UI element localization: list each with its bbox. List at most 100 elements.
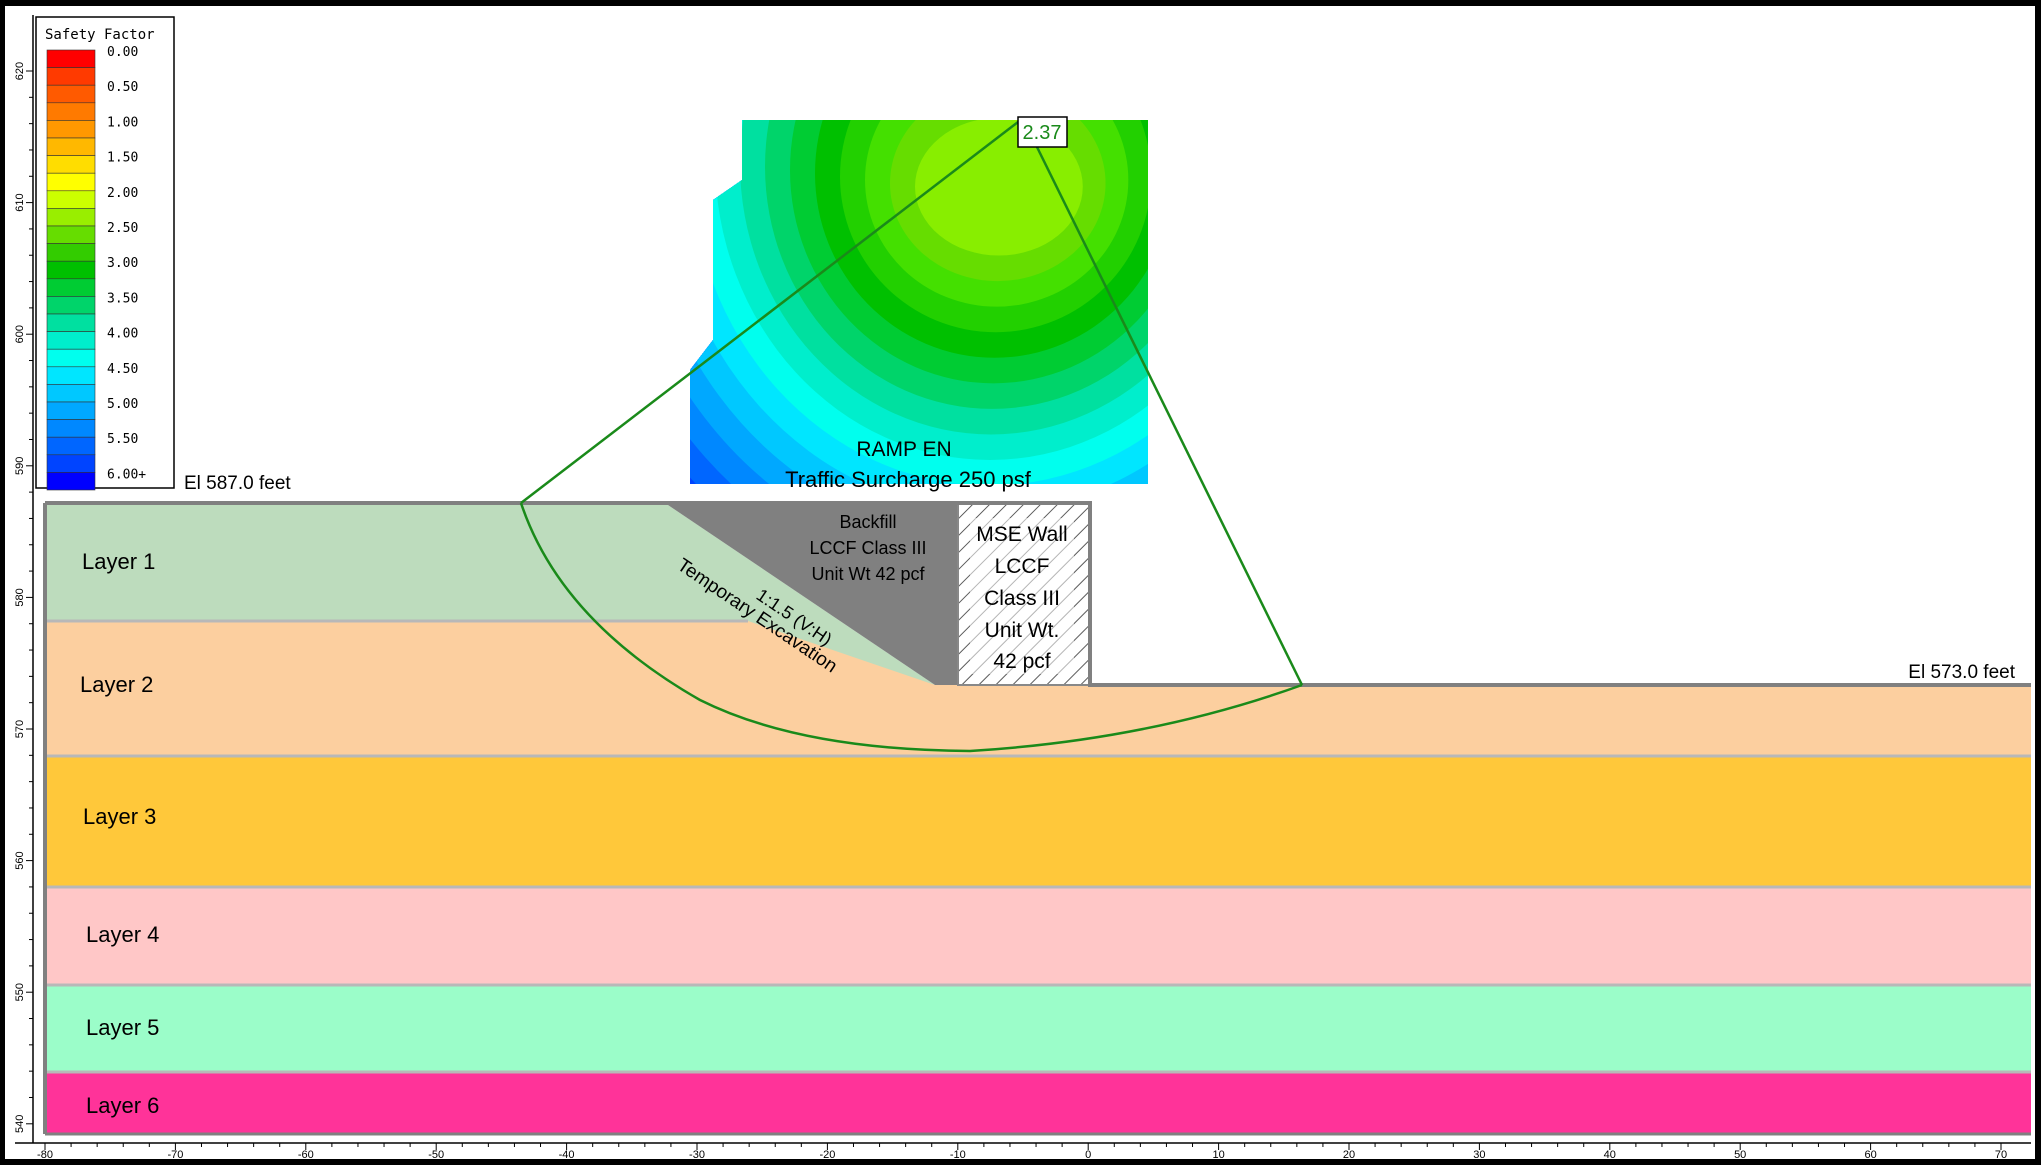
x-tick-label: -50 [428, 1149, 444, 1161]
legend-label: 2.00 [107, 186, 138, 201]
legend-swatch [46, 155, 96, 174]
layer-5-label: Layer 5 [86, 1015, 159, 1040]
layer-2-region [45, 621, 2031, 756]
legend-swatch [46, 225, 96, 244]
mse-wall-label-5: 42 pcf [993, 650, 1050, 673]
legend-swatch [46, 137, 96, 156]
backfill-label-2: LCCF Class III [809, 538, 926, 558]
legend-swatch [46, 472, 96, 491]
legend-swatch [46, 67, 96, 86]
y-tick-label: 540 [14, 1115, 26, 1133]
legend-label: 1.50 [107, 151, 138, 166]
legend-label: 4.00 [107, 327, 138, 342]
layer-2-label: Layer 2 [80, 672, 153, 697]
y-tick-label: 570 [14, 720, 26, 738]
legend-swatch [46, 436, 96, 456]
legend-label: 0.00 [107, 45, 138, 60]
layer-1-label: Layer 1 [82, 549, 155, 574]
x-tick-label: 50 [1734, 1149, 1746, 1161]
x-tick-label: -60 [298, 1149, 314, 1161]
elevation-top-label: El 587.0 feet [184, 473, 291, 494]
y-tick-label: 590 [14, 457, 26, 475]
legend-label: 1.00 [107, 115, 138, 130]
backfill-region [665, 503, 958, 685]
y-tick-label: 610 [14, 193, 26, 211]
x-tick-label: 60 [1864, 1149, 1876, 1161]
x-tick-label: 30 [1473, 1149, 1485, 1161]
legend-title: Safety Factor [45, 27, 155, 43]
legend-swatch [46, 454, 96, 473]
layer-6-label: Layer 6 [86, 1093, 159, 1118]
soil-layers [45, 503, 2031, 1134]
x-axis: -80 -70 -60 -50 -40 -30 -20 -10 0 10 20 30 40 50 60 70 [15, 1142, 2031, 1161]
legend-swatch [46, 331, 96, 350]
layer-4-region [45, 887, 2031, 985]
mse-wall-label-2: LCCF [995, 555, 1050, 578]
legend-swatch [46, 84, 96, 104]
legend-swatch [46, 190, 96, 209]
layer-4-label: Layer 4 [86, 922, 159, 947]
layer-5-region [45, 985, 2031, 1072]
legend-swatch [46, 260, 96, 280]
legend-swatch [46, 278, 96, 297]
frame-right [2035, 0, 2041, 1165]
x-tick-label: 0 [1085, 1149, 1091, 1161]
layer-3-label: Layer 3 [83, 804, 156, 829]
legend-label: 4.50 [107, 362, 138, 377]
y-tick-label: 560 [14, 851, 26, 869]
x-tick-label: 70 [1995, 1149, 2007, 1161]
y-axis: 620 610 600 590 580 570 560 550 540 [14, 15, 34, 1143]
legend-swatch [46, 348, 96, 368]
x-tick-label: -30 [689, 1149, 705, 1161]
backfill-label-1: Backfill [839, 512, 896, 532]
y-tick-label: 600 [14, 325, 26, 343]
frame-top [0, 0, 2041, 6]
x-tick-label: -70 [167, 1149, 183, 1161]
slip-arc [519, 502, 1303, 753]
frame-bottom [0, 1159, 2041, 1165]
safety-factor-grid [690, 120, 1148, 484]
radius-line-left [520, 121, 1019, 504]
radius-line-right [1034, 144, 1304, 686]
legend-swatch [46, 120, 96, 139]
legend-label: 2.50 [107, 221, 138, 236]
mse-wall-label-4: Unit Wt. [985, 619, 1060, 642]
critical-sf-value: 2.37 [1023, 122, 1062, 144]
legend-swatch [46, 313, 96, 332]
legend-swatch [46, 49, 96, 68]
layer-3-region [45, 756, 2031, 887]
y-tick-label: 580 [14, 588, 26, 606]
legend-label: 0.50 [107, 80, 138, 95]
x-tick-label: 40 [1604, 1149, 1616, 1161]
legend-label: 3.00 [107, 256, 138, 271]
legend-swatch [46, 401, 96, 420]
legend-swatch [46, 296, 96, 315]
ground-surface [45, 501, 2031, 687]
critical-slip-surface [519, 121, 1304, 753]
legend-label: 3.50 [107, 291, 138, 306]
legend-swatch [46, 384, 96, 403]
elevation-bottom-label: El 573.0 feet [1908, 662, 2015, 683]
y-tick-label: 550 [14, 983, 26, 1001]
layer-6-region [45, 1072, 2031, 1134]
surcharge-title: RAMP EN [856, 438, 951, 461]
legend-swatch [46, 366, 96, 385]
x-tick-label: -20 [819, 1149, 835, 1161]
legend-label: 5.50 [107, 432, 138, 447]
backfill-label-3: Unit Wt 42 pcf [811, 564, 925, 584]
x-tick-label: -40 [559, 1149, 575, 1161]
critical-sf-box [1017, 116, 1068, 148]
x-tick-label: 20 [1343, 1149, 1355, 1161]
x-tick-label: 10 [1212, 1149, 1224, 1161]
y-tick-label: 620 [14, 62, 26, 80]
mse-wall-label-3: Class III [984, 587, 1060, 610]
surcharge-load: Traffic Surcharge 250 psf [785, 467, 1032, 492]
frame-left [0, 0, 5, 1165]
mse-wall-label-1: MSE Wall [976, 523, 1067, 546]
legend-label: 5.00 [107, 397, 138, 412]
mse-wall-label: MSE Wall LCCF Class III Unit Wt. 42 pcf [970, 518, 1074, 674]
legend-swatch [46, 419, 96, 438]
x-tick-label: -80 [37, 1149, 53, 1161]
x-tick-label: -10 [950, 1149, 966, 1161]
